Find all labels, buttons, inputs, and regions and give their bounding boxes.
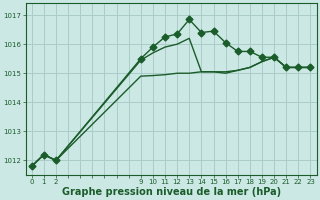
- X-axis label: Graphe pression niveau de la mer (hPa): Graphe pression niveau de la mer (hPa): [61, 187, 281, 197]
